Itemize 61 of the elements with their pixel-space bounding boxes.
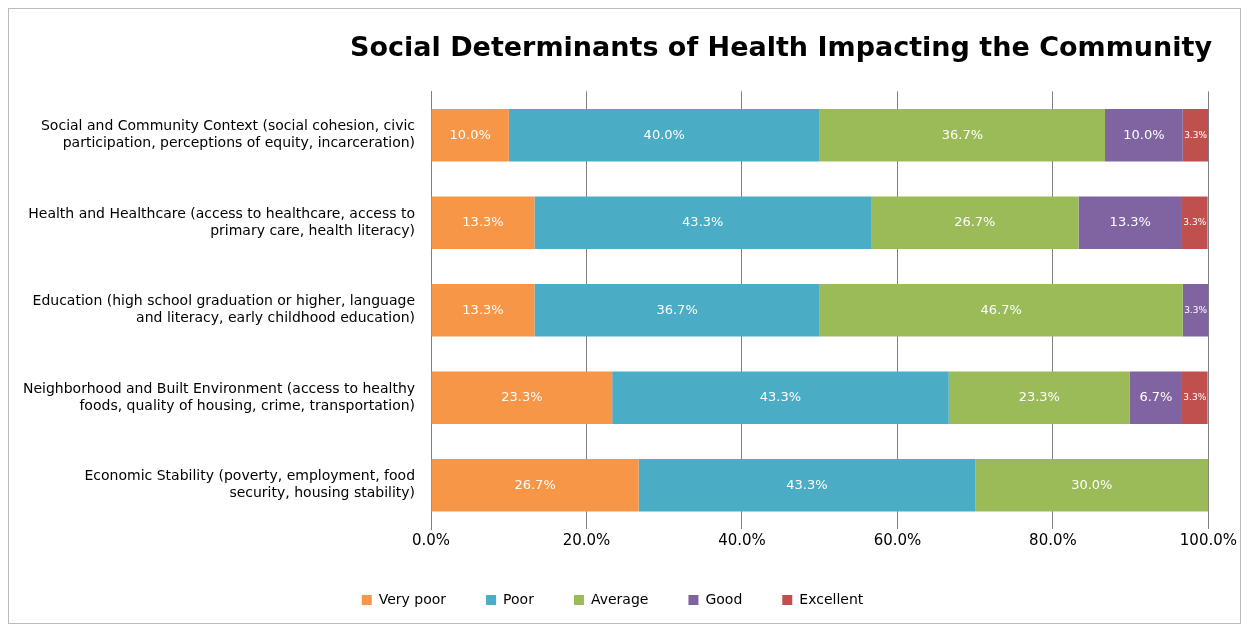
data-label: 3.3% [1183, 392, 1207, 403]
data-label: 30.0% [1071, 476, 1113, 492]
bar [431, 108, 509, 162]
legend-label: Good [705, 590, 743, 607]
legend-label: Excellent [799, 590, 864, 607]
bar [534, 196, 872, 249]
y-tick-label: Economic Stability (poverty, employment, food security, housing stability) [84, 467, 416, 501]
bar [975, 458, 1209, 512]
data-label: 36.7% [656, 301, 698, 317]
data-label: 6.7% [1139, 389, 1173, 405]
data-label: 40.0% [643, 126, 685, 142]
data-label: 13.3% [462, 214, 504, 230]
y-tick-label: Neighborhood and Built Environment (access to healthy foods, quality of housing, crime, transportation) [23, 379, 416, 413]
bar [948, 371, 1130, 424]
x-tick-label: 40.0% [718, 530, 766, 549]
x-tick-label: 60.0% [873, 530, 922, 549]
bar [871, 196, 1079, 249]
bar [431, 458, 639, 512]
y-tick-label: Health and Healthcare (access to healthcare, access to primary care, health literacy) [28, 204, 416, 238]
data-label: 43.3% [759, 389, 802, 405]
x-tick-label: 0.0% [412, 530, 451, 549]
bar [1105, 108, 1183, 162]
bar [1078, 196, 1182, 249]
bar [431, 371, 613, 424]
x-tick-label: 20.0% [562, 530, 611, 549]
data-label: 23.3% [501, 389, 543, 405]
data-label: 26.7% [514, 476, 556, 492]
data-label: 3.3% [1184, 304, 1208, 315]
bar [638, 458, 976, 512]
data-label: 26.7% [954, 214, 996, 230]
data-label: 36.7% [941, 126, 984, 142]
x-tick-label: 100.0% [1179, 530, 1237, 549]
data-label: 13.3% [1109, 214, 1151, 230]
data-label: 46.7% [980, 301, 1022, 317]
bar [1182, 108, 1209, 162]
data-label: 10.0% [1123, 126, 1165, 142]
data-label: 43.3% [682, 214, 724, 230]
bar [534, 283, 820, 337]
data-label: 13.3% [462, 301, 504, 317]
legend-label: Average [590, 590, 649, 607]
chart-title: Social Determinants of Health Impacting the Community [350, 31, 1213, 63]
legend-label: Poor [503, 590, 535, 607]
data-label: 23.3% [1018, 389, 1060, 405]
bar [1181, 196, 1208, 249]
data-label: 3.3% [1184, 129, 1208, 140]
y-tick-label: Education (high school graduation or higher, language and literacy, early childhood education) [32, 292, 416, 326]
bar [1182, 283, 1209, 337]
bar [819, 108, 1106, 162]
bar [819, 283, 1183, 337]
data-label: 3.3% [1183, 217, 1207, 228]
bar [431, 283, 535, 337]
bar [1129, 371, 1182, 424]
bar [431, 196, 535, 249]
data-label: 43.3% [786, 476, 828, 492]
x-tick-label: 80.0% [1029, 530, 1077, 549]
y-tick-label: Social and Community Context (social cohesion, civic participation, perceptions of equity, incarceration) [40, 117, 416, 151]
bar [508, 108, 820, 162]
bar [1181, 371, 1208, 424]
legend-label: Very poor [378, 590, 447, 607]
bar [612, 371, 949, 424]
data-label: 10.0% [449, 126, 491, 142]
